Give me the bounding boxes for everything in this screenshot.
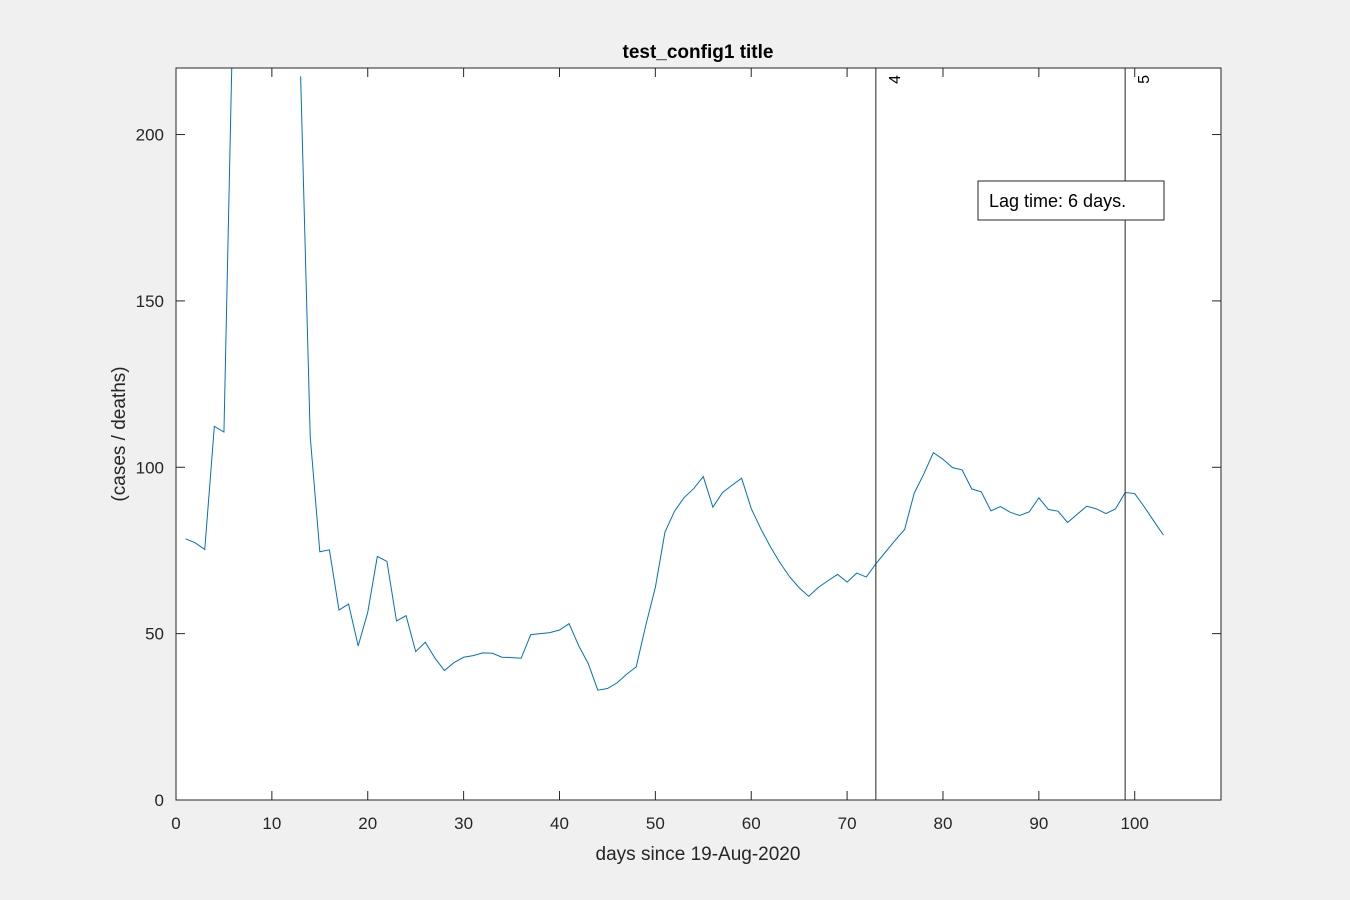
plot-area <box>176 68 1221 800</box>
y-tick-label: 200 <box>136 126 164 145</box>
annotation-text: Lag time: 6 days. <box>989 191 1126 211</box>
annotation-box: Lag time: 6 days. <box>977 180 1165 221</box>
y-axis-label: (cases / deaths) <box>109 366 130 501</box>
x-tick-label: 30 <box>454 814 473 833</box>
annotation-border <box>977 180 1165 221</box>
axes-box <box>175 67 1222 801</box>
y-tick-label: 0 <box>155 791 164 810</box>
x-tick-label: 50 <box>646 814 665 833</box>
x-tick-label: 80 <box>934 814 953 833</box>
x-tick-label: 70 <box>838 814 857 833</box>
x-tick-label: 20 <box>358 814 377 833</box>
chart-title: test_config1 title <box>623 42 774 63</box>
series-line-1 <box>185 68 1164 691</box>
y-tick-label: 50 <box>145 625 164 644</box>
x-tick-label: 100 <box>1121 814 1149 833</box>
vline-label-1: 4 <box>887 75 904 84</box>
x-tick-label: 0 <box>171 814 180 833</box>
x-tick-label: 90 <box>1029 814 1048 833</box>
series-layer <box>185 68 1164 691</box>
x-tick-label: 40 <box>550 814 569 833</box>
y-tick-label: 150 <box>136 292 164 311</box>
x-tick-label: 10 <box>262 814 281 833</box>
x-tick-label: 60 <box>742 814 761 833</box>
vline-label-2: 5 <box>1136 75 1153 84</box>
y-tick-label: 100 <box>136 458 164 477</box>
ticks: 0 10 20 30 40 50 60 70 80 90 100 0 50 100 150 200 <box>136 68 1221 833</box>
x-axis-label: days since 19-Aug-2020 <box>596 844 801 865</box>
